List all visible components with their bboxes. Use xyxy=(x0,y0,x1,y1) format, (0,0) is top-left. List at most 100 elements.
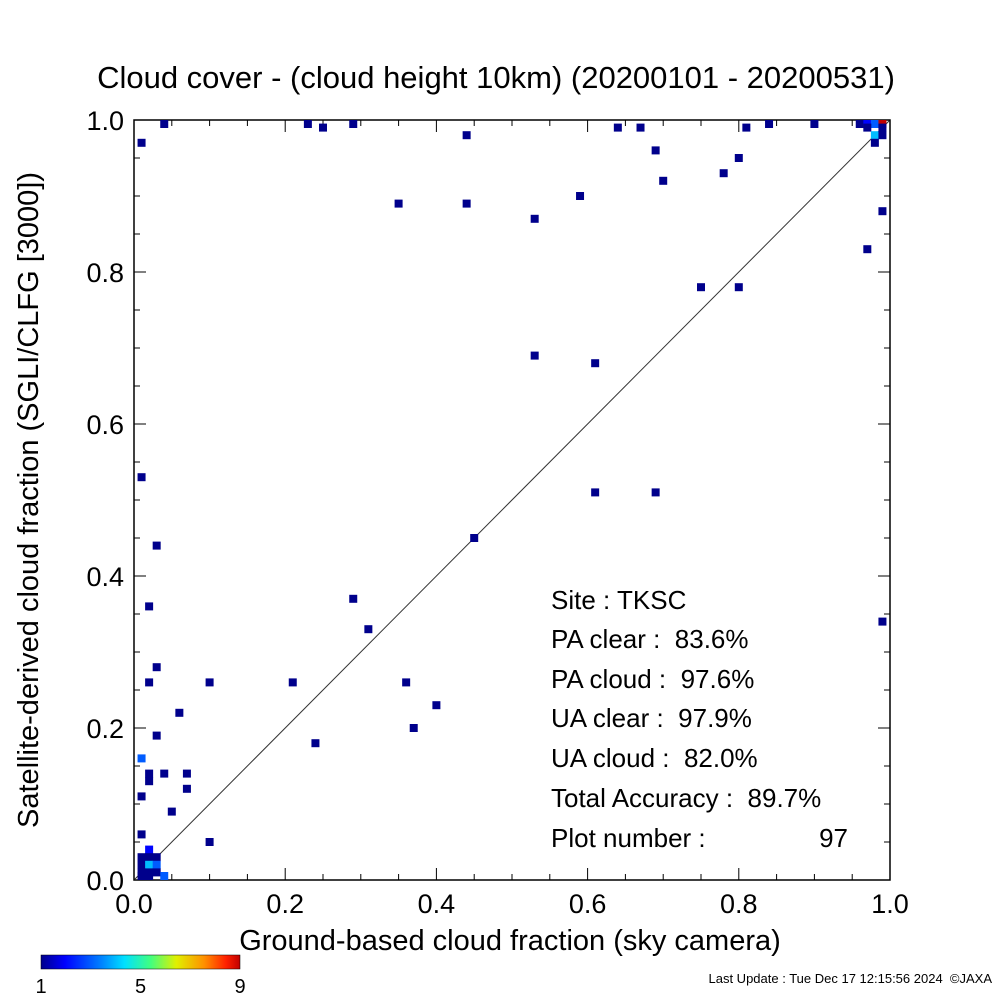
colorbar-tick-label: 5 xyxy=(135,976,146,998)
heatmap-cell xyxy=(319,123,327,132)
stat-ua-clear: UA clear : 97.9% xyxy=(551,703,752,733)
heatmap-cell xyxy=(137,473,146,482)
heatmap-cell xyxy=(734,154,743,162)
heatmap-cell xyxy=(137,872,146,880)
x-tick-label: 1.0 xyxy=(871,889,909,919)
heatmap-cell xyxy=(878,123,887,132)
heatmap-cell xyxy=(288,678,297,687)
heatmap-cell xyxy=(530,351,539,360)
y-tick-label: 0.2 xyxy=(86,714,124,744)
heatmap-cell xyxy=(863,123,872,132)
heatmap-cell xyxy=(160,120,169,128)
x-tick-label: 0.2 xyxy=(266,889,304,919)
heatmap-cells xyxy=(137,120,887,880)
heatmap-cell xyxy=(878,617,887,626)
heatmap-cell xyxy=(205,838,214,846)
heatmap-cell xyxy=(349,594,358,603)
heatmap-cell xyxy=(175,708,184,717)
heatmap-cell xyxy=(145,678,154,687)
stat-plot-number-value: 97 xyxy=(819,823,848,853)
heatmap-cell xyxy=(145,602,154,611)
heatmap-cell xyxy=(651,488,660,497)
y-axis-label: Satellite-derived cloud fraction (SGLI/C… xyxy=(13,172,45,828)
x-tick-labels: 0.0 0.2 0.4 0.6 0.8 1.0 xyxy=(115,889,909,919)
heatmap-cell xyxy=(742,123,751,132)
heatmap-cell xyxy=(182,769,191,778)
heatmap-cell xyxy=(137,860,146,869)
chart-title: Cloud cover - (cloud height 10km) (20200… xyxy=(97,60,895,95)
heatmap-cell xyxy=(303,120,312,128)
y-tick-label: 1.0 xyxy=(86,106,124,136)
heatmap-cell xyxy=(863,245,872,254)
heatmap-cell xyxy=(591,488,600,497)
heatmap-cell xyxy=(659,176,668,185)
colorbar-tick-labels: 1 5 9 xyxy=(35,976,245,998)
x-axis-label: Ground-based cloud fraction (sky camera) xyxy=(239,925,781,957)
heatmap-cell xyxy=(160,769,169,778)
y-tick-label: 0.4 xyxy=(86,562,124,592)
one-to-one-line xyxy=(133,119,891,881)
heatmap-cell xyxy=(349,120,358,128)
stat-pa-cloud: PA cloud : 97.6% xyxy=(551,664,754,694)
heatmap-cell xyxy=(591,359,600,368)
x-tick-label: 0.0 xyxy=(115,889,153,919)
heatmap-cell xyxy=(719,169,728,178)
heatmap-cell xyxy=(530,214,539,223)
heatmap-cell xyxy=(152,541,161,550)
heatmap-cell xyxy=(765,120,774,128)
colorbar-tick-label: 1 xyxy=(35,976,46,998)
heatmap-cell xyxy=(697,283,705,292)
heatmap-cell xyxy=(137,792,146,801)
stat-site: Site : TKSC xyxy=(551,585,686,615)
colorbar xyxy=(40,954,241,970)
heatmap-cell xyxy=(870,131,879,140)
heatmap-cell xyxy=(152,731,161,740)
heatmap-cell xyxy=(462,131,471,140)
heatmap-cell xyxy=(145,769,154,778)
heatmap-cell xyxy=(870,120,879,128)
heatmap-cell xyxy=(137,138,146,147)
colorbar-tick-label: 9 xyxy=(234,976,245,998)
y-tick-label: 0.6 xyxy=(86,410,124,440)
heatmap-cell xyxy=(152,853,161,862)
stat-plot-number-label: Plot number : xyxy=(551,823,706,853)
heatmap-cell xyxy=(145,860,154,869)
last-update-footer: Last Update : Tue Dec 17 12:15:56 2024 ©… xyxy=(709,971,993,986)
heatmap-cell xyxy=(145,872,154,880)
heatmap-cell xyxy=(137,754,146,763)
heatmap-cell xyxy=(402,678,411,687)
heatmap-cell xyxy=(394,199,403,208)
heatmap-cell xyxy=(855,120,864,128)
y-tick-label: 0.0 xyxy=(86,866,124,896)
heatmap-cell xyxy=(409,724,418,732)
heatmap-cell xyxy=(145,853,154,862)
x-tick-label: 0.4 xyxy=(418,889,456,919)
y-tick-labels: 0.0 0.2 0.4 0.6 0.8 1.0 xyxy=(86,106,124,896)
heatmap-cell xyxy=(878,207,887,216)
heatmap-cell xyxy=(364,625,373,634)
heatmap-cell xyxy=(651,146,660,155)
stat-total-accuracy: Total Accuracy : 89.7% xyxy=(551,783,821,813)
heatmap-cell xyxy=(137,853,146,862)
heatmap-cell xyxy=(167,807,176,816)
heatmap-cell xyxy=(870,138,879,147)
heatmap-cell xyxy=(734,283,743,292)
x-tick-label: 0.8 xyxy=(720,889,758,919)
heatmap-cell xyxy=(152,868,161,877)
heatmap-cell xyxy=(613,123,622,132)
heatmap-cell xyxy=(152,663,161,672)
heatmap-cell xyxy=(810,120,819,128)
heatmap-cell xyxy=(145,777,154,786)
stat-pa-clear: PA clear : 83.6% xyxy=(551,624,749,654)
heatmap-cell xyxy=(145,845,154,854)
heatmap-cell xyxy=(311,739,320,748)
stats-panel: Site : TKSC PA clear : 83.6% PA cloud : … xyxy=(551,585,848,853)
stat-ua-cloud: UA cloud : 82.0% xyxy=(551,743,758,773)
heatmap-cell xyxy=(636,123,645,132)
heatmap-cell xyxy=(462,199,471,208)
heatmap-cell xyxy=(137,830,146,839)
heatmap-cell xyxy=(470,534,479,542)
heatmap-cell xyxy=(205,678,214,687)
heatmap-cell xyxy=(160,872,169,880)
